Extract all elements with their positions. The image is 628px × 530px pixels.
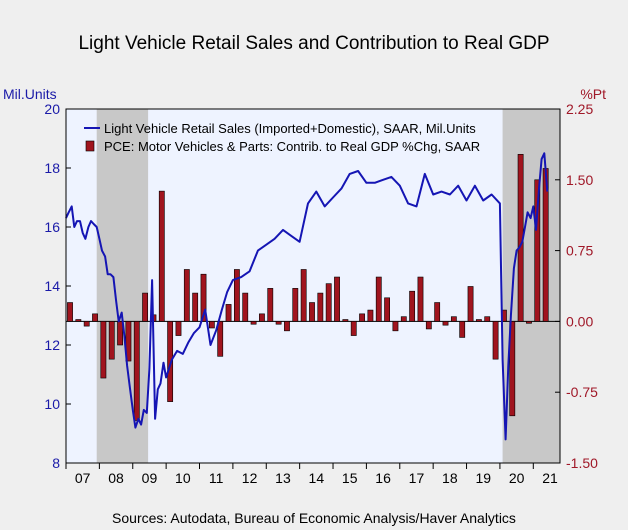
right-tick-label: 0.75 (566, 243, 593, 259)
gdp-contribution-bar (484, 316, 491, 322)
source-note: Sources: Autodata, Bureau of Economic An… (112, 510, 516, 526)
x-tick-label: 19 (475, 470, 491, 486)
gdp-contribution-bar (208, 321, 215, 329)
gdp-contribution-bar (284, 321, 290, 332)
left-tick-label: 14 (44, 278, 60, 294)
recession-band (96, 109, 149, 463)
x-tick-label: 08 (108, 470, 124, 486)
legend-label-gdp-contribution: PCE: Motor Vehicles & Parts: Contrib. to… (104, 139, 480, 154)
gdp-contribution-bar (309, 302, 315, 322)
gdp-contribution-bar (317, 292, 324, 322)
legend: Light Vehicle Retail Sales (Imported+Dom… (84, 121, 480, 154)
gdp-contribution-bar (325, 283, 332, 322)
gdp-contribution-bar (459, 321, 466, 338)
right-axis-unit: %Pt (580, 86, 606, 102)
gdp-contribution-bar (534, 179, 541, 322)
gdp-contribution-bar (242, 292, 249, 322)
legend-bar-swatch (85, 140, 95, 152)
gdp-contribution-bar (384, 297, 390, 322)
gdp-contribution-bar (175, 321, 182, 336)
gdp-contribution-bar (417, 276, 424, 322)
gdp-contribution-bar (92, 313, 98, 322)
gdp-contribution-bar (375, 276, 382, 322)
gdp-contribution-bar (117, 321, 123, 346)
left-tick-label: 20 (44, 101, 60, 117)
gdp-contribution-bar (200, 273, 207, 322)
x-tick-label: 17 (409, 470, 425, 486)
right-tick-label: 1.50 (566, 172, 593, 188)
left-axis-unit: Mil.Units (3, 86, 57, 102)
x-tick-label: 18 (442, 470, 458, 486)
x-tick-label: 07 (75, 470, 91, 486)
gdp-contribution-bar (342, 319, 349, 322)
gdp-contribution-bar (300, 269, 307, 322)
x-tick-label: 20 (509, 470, 525, 486)
gdp-contribution-bar (100, 321, 107, 379)
gdp-contribution-bar (217, 321, 224, 357)
left-tick-label: 16 (44, 219, 60, 235)
gdp-contribution-bar (67, 302, 73, 322)
gdp-contribution-bar (142, 292, 149, 322)
gdp-contribution-bar (450, 316, 457, 322)
gdp-contribution-bar (233, 269, 240, 322)
gdp-contribution-bar (509, 321, 516, 417)
gdp-contribution-bar (183, 269, 190, 322)
gdp-contribution-bar (225, 304, 232, 322)
gdp-contribution-bar (158, 190, 165, 322)
gdp-contribution-bar (267, 288, 274, 322)
gdp-contribution-bar (475, 319, 482, 322)
gdp-contribution-bar (434, 302, 441, 322)
right-tick-label: -1.50 (566, 455, 598, 471)
left-tick-label: 10 (44, 396, 60, 412)
x-tick-label: 15 (342, 470, 358, 486)
gdp-contribution-bar (250, 321, 257, 325)
x-tick-label: 21 (542, 470, 558, 486)
left-tick-label: 18 (44, 160, 60, 176)
gdp-contribution-bar (492, 321, 499, 360)
x-tick-label: 16 (375, 470, 391, 486)
right-tick-label: -0.75 (566, 384, 598, 400)
gdp-contribution-bar (334, 276, 340, 322)
plot-background (66, 109, 560, 463)
gdp-contribution-bar (167, 321, 174, 402)
gdp-contribution-bar (108, 321, 115, 360)
x-tick-label: 11 (209, 470, 224, 486)
gdp-contribution-bar (367, 309, 374, 322)
gdp-contribution-bar (400, 316, 407, 322)
gdp-contribution-bar (359, 313, 365, 322)
x-tick-label: 10 (175, 470, 191, 486)
gdp-contribution-bar (75, 319, 82, 322)
right-tick-label: 2.25 (566, 101, 593, 117)
left-tick-label: 8 (52, 455, 60, 471)
gdp-contribution-bar (292, 288, 299, 322)
gdp-contribution-bar (392, 321, 399, 332)
left-tick-label: 12 (44, 337, 60, 353)
retail-sales-line (65, 152, 549, 441)
gdp-contribution-bar (275, 321, 282, 325)
x-tick-label: 14 (309, 470, 325, 486)
gdp-contribution-bar (83, 321, 90, 327)
right-tick-label: 0.00 (566, 313, 593, 329)
gdp-contribution-bar (442, 321, 449, 326)
x-tick-label: 09 (142, 470, 158, 486)
gdp-contribution-bar (467, 286, 474, 322)
gdp-contribution-bar (133, 321, 140, 421)
x-tick-label: 12 (242, 470, 258, 486)
gdp-contribution-bar (259, 313, 265, 322)
gdp-contribution-bar (350, 321, 357, 336)
legend-label-retail-sales: Light Vehicle Retail Sales (Imported+Dom… (104, 121, 476, 136)
gdp-contribution-bar (192, 292, 199, 322)
chart-title: Light Vehicle Retail Sales and Contribut… (78, 33, 550, 54)
x-tick-label: 13 (275, 470, 291, 486)
gdp-contribution-bar (526, 321, 532, 324)
gdp-contribution-bar (409, 290, 416, 322)
gdp-contribution-bar (425, 321, 432, 330)
